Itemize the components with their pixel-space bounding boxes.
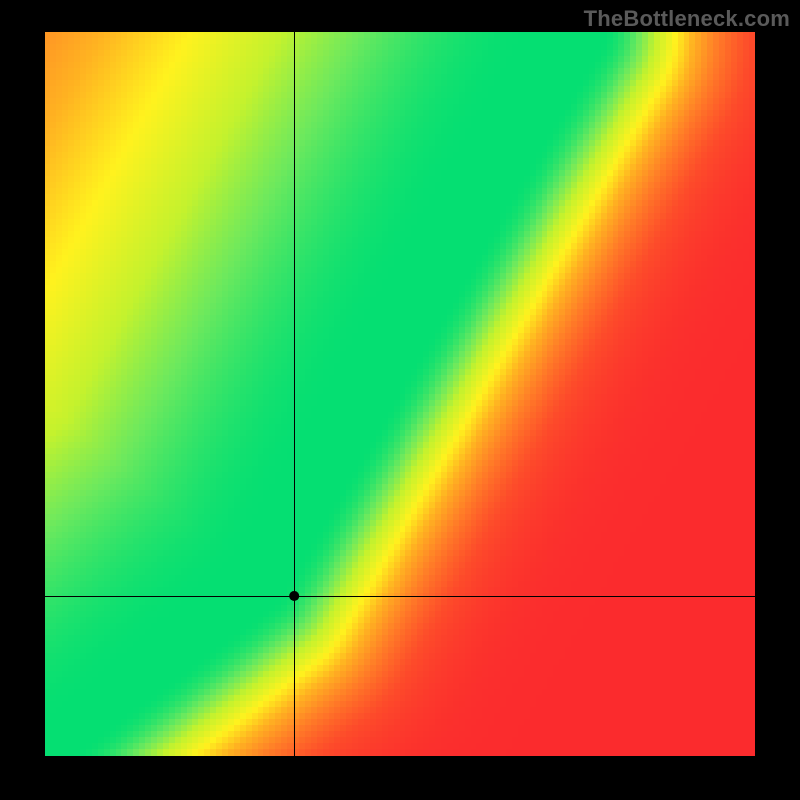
heatmap-plot [45, 32, 755, 756]
watermark-text: TheBottleneck.com [584, 6, 790, 32]
heatmap-canvas [45, 32, 755, 756]
